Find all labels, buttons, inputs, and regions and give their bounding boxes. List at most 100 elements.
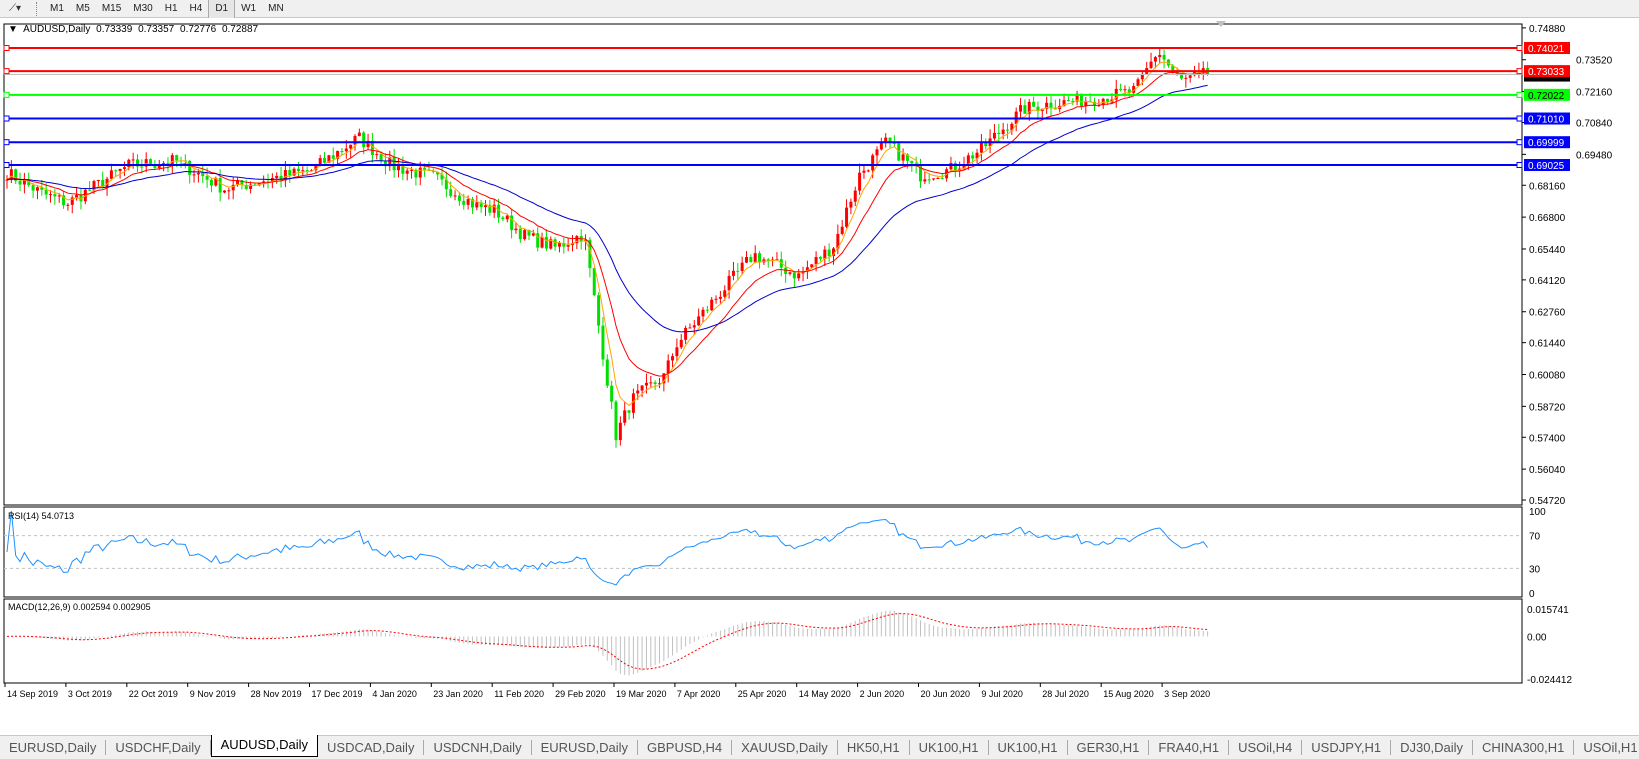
timeframe-h1[interactable]: H1 — [164, 2, 178, 14]
candle-body — [301, 170, 305, 172]
candle-body — [453, 195, 457, 197]
candle-body — [349, 144, 353, 149]
chart-tab[interactable]: USDCHF,Daily — [106, 740, 211, 755]
timeframe-mn[interactable]: MN — [268, 2, 284, 14]
chart-tab[interactable]: USOil,H4 — [1229, 740, 1303, 755]
rsi-pane — [3, 506, 1523, 598]
candle-body — [414, 169, 418, 178]
timeframe-w1[interactable]: W1 — [241, 2, 257, 14]
candle-body — [1162, 54, 1166, 60]
candle-body — [353, 136, 357, 145]
candle-body — [62, 195, 66, 206]
candle-body — [723, 290, 727, 297]
rsi-line — [6, 510, 1208, 586]
candle-body — [714, 298, 718, 300]
chart-tab[interactable]: CHINA300,H1 — [1473, 740, 1575, 755]
candle-body — [305, 170, 309, 172]
line-handle-right — [1516, 91, 1523, 98]
candle-body — [653, 382, 657, 385]
chart-tab[interactable]: USDCAD,Daily — [318, 740, 425, 755]
candle-body — [262, 181, 266, 184]
candle-body — [266, 181, 270, 183]
macd-pane — [3, 598, 1523, 684]
date-axis-label: 25 Apr 2020 — [738, 689, 787, 699]
date-axis-label: 7 Apr 2020 — [677, 689, 721, 699]
candle-body — [92, 181, 96, 191]
candle-body — [5, 179, 9, 181]
candle-body — [1093, 101, 1096, 106]
chart-tab[interactable]: UK100,H1 — [989, 740, 1068, 755]
toolbar-grip[interactable] — [36, 1, 38, 16]
candle-body — [340, 150, 344, 152]
date-axis-label: 20 Jun 2020 — [921, 689, 971, 699]
candle-body — [144, 159, 148, 167]
chart-tab[interactable]: USDCNH,Daily — [424, 740, 532, 755]
price-axis-label: 0.57400 — [1529, 433, 1566, 444]
price-chart[interactable]: 0.74880 0.73520 0.72160 0.70840 0.69480 0.681… — [0, 0, 1639, 735]
candle-body — [688, 327, 692, 329]
timeframe-m1[interactable]: M1 — [50, 2, 64, 14]
line-handle-right — [1516, 45, 1523, 51]
timeframe-m15[interactable]: M15 — [101, 2, 122, 14]
candle-body — [923, 179, 927, 182]
line-tools-icon[interactable]: ⟋▾ — [8, 3, 22, 14]
chart-tab[interactable]: USDJPY,H1 — [1302, 740, 1392, 755]
candle-body — [810, 264, 814, 268]
candle-body — [331, 155, 335, 159]
candle-body — [1075, 93, 1079, 102]
timeframe-m5[interactable]: M5 — [75, 2, 90, 14]
candle-body — [401, 165, 405, 174]
candle-body — [66, 204, 70, 206]
candle-body — [362, 132, 366, 148]
timeframe-h4[interactable]: H4 — [189, 2, 203, 14]
candle-body — [122, 167, 126, 169]
candle-body — [196, 172, 200, 175]
candle-body — [449, 189, 453, 196]
candle-body — [866, 170, 870, 172]
chart-tab[interactable]: XAUUSD,Daily — [732, 740, 838, 755]
timeframe-d1[interactable]: D1 — [208, 0, 236, 18]
candle-body — [827, 249, 831, 257]
chart-tab[interactable]: EURUSD,Daily — [532, 740, 638, 755]
chart-tab[interactable]: EURUSD,Daily — [0, 740, 107, 755]
candle-body — [510, 215, 514, 231]
chart-tab[interactable]: AUDUSD,Daily — [210, 734, 319, 757]
collapse-arrow-icon[interactable]: ▼ — [8, 24, 18, 35]
price-axis-label: 0.72160 — [1576, 88, 1613, 99]
candle-body — [1158, 54, 1162, 58]
price-line-tag — [1524, 159, 1570, 172]
chart-tab[interactable]: HK50,H1 — [838, 740, 910, 755]
date-axis-label: 3 Sep 2020 — [1164, 689, 1210, 699]
chart-tab[interactable]: FRA40,H1 — [1149, 740, 1230, 755]
candle-body — [231, 184, 235, 191]
chart-tab[interactable]: USOil,H1 — [1574, 740, 1639, 755]
date-axis-label: 28 Nov 2019 — [251, 689, 302, 699]
price-line-tag — [1524, 112, 1570, 125]
candle-body — [88, 189, 92, 191]
candle-body — [984, 142, 988, 147]
candle-body — [718, 296, 722, 299]
candle-body — [1166, 59, 1170, 66]
candle-body — [1140, 73, 1144, 80]
candle-body — [766, 259, 770, 261]
candle-body — [1106, 98, 1110, 103]
high-value: 0.73357 — [138, 24, 175, 35]
candle-body — [884, 137, 888, 143]
candle-body — [70, 197, 74, 205]
main-pane — [3, 23, 1523, 506]
candle-body — [992, 132, 996, 139]
chart-tab[interactable]: UK100,H1 — [910, 740, 989, 755]
line-handle-right — [1516, 162, 1523, 169]
chart-tab[interactable]: GER30,H1 — [1068, 740, 1150, 755]
date-axis-label: 3 Oct 2019 — [68, 689, 112, 699]
timeframe-m30[interactable]: M30 — [133, 2, 153, 14]
candle-body — [679, 339, 683, 348]
candle-body — [823, 249, 827, 259]
chart-tab[interactable]: DJ30,Daily — [1391, 740, 1473, 755]
chart-tab[interactable]: GBPUSD,H4 — [638, 740, 733, 755]
candle-body — [919, 165, 922, 182]
date-axis-label: 19 Mar 2020 — [616, 689, 667, 699]
candle-body — [975, 152, 979, 159]
macd-histogram — [10, 610, 1209, 676]
candle-body — [740, 262, 744, 271]
